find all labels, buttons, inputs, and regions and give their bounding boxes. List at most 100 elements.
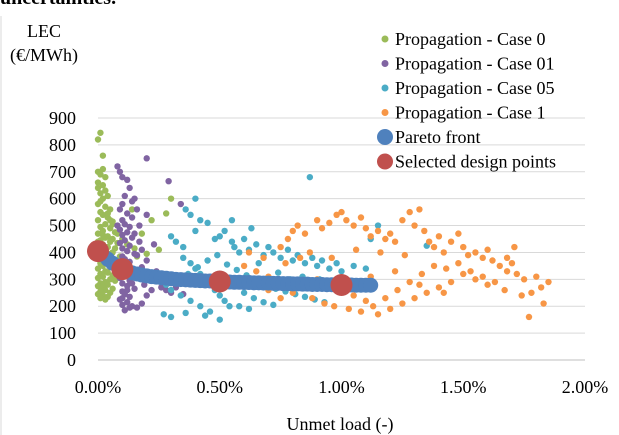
legend-marker	[381, 60, 389, 67]
data-point	[221, 297, 228, 305]
x-tick-label: 0.00%	[75, 377, 122, 397]
data-point	[382, 235, 389, 243]
data-point	[126, 304, 133, 311]
data-point	[447, 278, 455, 286]
data-point	[374, 227, 382, 235]
data-point	[197, 303, 204, 310]
data-point	[162, 286, 170, 294]
data-point	[503, 268, 511, 275]
data-point	[160, 311, 167, 318]
data-point	[111, 258, 134, 281]
data-point	[294, 222, 301, 229]
data-point	[211, 235, 219, 243]
data-point	[350, 292, 357, 299]
data-point	[148, 286, 155, 294]
data-point	[201, 312, 209, 319]
data-point	[540, 300, 547, 307]
data-point	[204, 257, 211, 264]
y-axis-tick-labels: 0 100 200 300 400 500 600 700 800 900	[49, 108, 76, 370]
data-point	[94, 230, 102, 237]
y-axis-label-line2: (€/MWh)	[10, 45, 78, 66]
data-point	[119, 245, 126, 252]
legend-marker	[381, 35, 389, 43]
data-point	[102, 296, 109, 303]
data-point	[350, 222, 357, 229]
data-point	[399, 300, 406, 307]
data-point	[133, 251, 141, 259]
data-point	[104, 192, 111, 200]
data-point	[192, 195, 199, 202]
data-point	[167, 286, 175, 294]
data-point	[333, 211, 340, 218]
series-6	[87, 240, 353, 296]
y-tick-label: 900	[49, 108, 76, 128]
data-point	[138, 246, 146, 253]
legend-entry: Propagation - Case 01	[395, 54, 554, 74]
data-point	[345, 305, 353, 313]
data-point	[124, 176, 131, 184]
data-point	[338, 208, 345, 216]
data-point	[472, 249, 479, 256]
data-point	[309, 294, 316, 302]
legend-marker	[377, 129, 393, 145]
data-point	[109, 221, 116, 228]
data-point	[367, 233, 374, 240]
data-point	[525, 313, 533, 321]
data-point	[447, 238, 455, 245]
data-point	[121, 237, 128, 244]
plot-area	[87, 129, 552, 323]
data-point	[520, 276, 528, 283]
data-point	[99, 182, 107, 189]
data-point	[87, 240, 109, 263]
y-tick-label: 200	[49, 296, 76, 316]
data-point	[333, 260, 340, 267]
data-point	[343, 216, 350, 224]
data-point	[374, 222, 382, 229]
data-point	[306, 173, 314, 181]
data-point	[128, 280, 136, 287]
data-point	[328, 254, 335, 262]
y-tick-label: 0	[67, 350, 76, 370]
data-point	[128, 214, 136, 221]
data-point	[296, 254, 304, 262]
data-point	[97, 171, 104, 178]
data-point	[240, 289, 248, 296]
data-point	[277, 294, 284, 302]
data-point	[94, 216, 102, 224]
data-point	[228, 238, 236, 245]
x-tick-label: 0.50%	[197, 377, 244, 397]
data-point	[102, 173, 109, 181]
data-point	[503, 254, 511, 262]
y-tick-label: 600	[49, 189, 76, 209]
data-point	[528, 289, 535, 296]
data-point	[245, 305, 253, 313]
data-point	[155, 246, 163, 253]
data-point	[106, 276, 114, 283]
data-point	[350, 262, 357, 270]
horizontal-gridlines	[98, 117, 585, 334]
data-point	[496, 262, 503, 270]
data-point	[97, 129, 104, 136]
data-point	[240, 235, 248, 243]
data-point	[387, 305, 394, 313]
data-point	[501, 286, 508, 294]
data-point	[330, 273, 353, 296]
data-point	[391, 268, 399, 275]
legend-entry: Pareto front	[395, 127, 480, 147]
x-axis-label: Unmet load (-)	[287, 414, 394, 435]
series-1	[94, 129, 175, 303]
data-point	[124, 229, 131, 236]
series-2	[114, 155, 187, 314]
data-point	[518, 292, 525, 299]
data-point	[99, 273, 107, 280]
data-point	[126, 223, 133, 231]
data-point	[121, 221, 128, 228]
data-point	[102, 203, 109, 210]
data-point	[216, 316, 223, 323]
data-point	[301, 260, 309, 267]
data-point	[116, 168, 124, 175]
legend-entry: Propagation - Case 0	[395, 29, 545, 49]
data-point	[369, 303, 377, 310]
data-point	[270, 301, 277, 309]
